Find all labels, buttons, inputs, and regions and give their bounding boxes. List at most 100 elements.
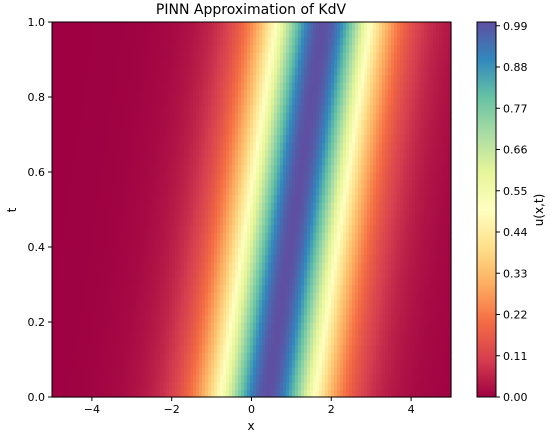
- heatmap-cell: [229, 314, 233, 323]
- heatmap-cell: [406, 314, 410, 323]
- heatmap-cell: [241, 337, 245, 346]
- heatmap-cell: [193, 112, 197, 121]
- heatmap-cell: [274, 232, 278, 241]
- heatmap-cell: [145, 187, 149, 196]
- heatmap-cell: [88, 134, 92, 143]
- heatmap-cell: [214, 187, 218, 196]
- heatmap-cell: [226, 284, 230, 293]
- heatmap-cell: [121, 119, 125, 128]
- heatmap-cell: [397, 142, 401, 151]
- heatmap-cell: [247, 292, 251, 301]
- heatmap-cell: [109, 344, 113, 353]
- heatmap-cell: [109, 382, 113, 391]
- heatmap-cell: [349, 262, 353, 271]
- heatmap-cell: [91, 382, 95, 391]
- chart-title: PINN Approximation of KdV: [156, 2, 347, 18]
- heatmap-cell: [388, 322, 392, 331]
- heatmap-cell: [58, 142, 62, 151]
- heatmap-cell: [436, 367, 440, 376]
- heatmap-cell: [205, 187, 209, 196]
- heatmap-cell: [394, 224, 398, 233]
- heatmap-cell: [205, 149, 209, 158]
- heatmap-cell: [286, 337, 290, 346]
- heatmap-cell: [154, 299, 158, 308]
- heatmap-cell: [88, 179, 92, 188]
- heatmap-cell: [358, 187, 362, 196]
- heatmap-cell: [367, 292, 371, 301]
- heatmap-cell: [118, 179, 122, 188]
- heatmap-cell: [133, 382, 137, 391]
- heatmap-cell: [406, 352, 410, 361]
- heatmap-cell: [58, 262, 62, 271]
- heatmap-cell: [118, 352, 122, 361]
- heatmap-cell: [328, 389, 332, 398]
- heatmap-cell: [124, 284, 128, 293]
- heatmap-cell: [391, 157, 395, 166]
- heatmap-cell: [322, 224, 326, 233]
- heatmap-cell: [181, 232, 185, 241]
- heatmap-cell: [151, 224, 155, 233]
- heatmap-cell: [355, 217, 359, 226]
- heatmap-cell: [415, 359, 419, 368]
- heatmap-cell: [241, 307, 245, 316]
- heatmap-cell: [130, 352, 134, 361]
- heatmap-cell: [418, 262, 422, 271]
- heatmap-cell: [409, 194, 413, 203]
- heatmap-cell: [412, 299, 416, 308]
- heatmap-cell: [397, 307, 401, 316]
- heatmap-cell: [214, 217, 218, 226]
- heatmap-cell: [121, 157, 125, 166]
- heatmap-cell: [367, 367, 371, 376]
- heatmap-cell: [184, 239, 188, 248]
- heatmap-cell: [427, 194, 431, 203]
- heatmap-cell: [187, 314, 191, 323]
- heatmap-cell: [97, 299, 101, 308]
- heatmap-cell: [409, 367, 413, 376]
- heatmap-cell: [343, 329, 347, 338]
- heatmap-cell: [64, 359, 68, 368]
- heatmap-cell: [91, 284, 95, 293]
- heatmap-cell: [397, 202, 401, 211]
- heatmap-cell: [169, 112, 173, 121]
- heatmap-cell: [262, 314, 266, 323]
- heatmap-cell: [334, 329, 338, 338]
- heatmap-cell: [64, 389, 68, 398]
- heatmap-cell: [364, 337, 368, 346]
- heatmap-cell: [169, 142, 173, 151]
- heatmap-cell: [433, 284, 437, 293]
- heatmap-cell: [76, 292, 80, 301]
- heatmap-cell: [430, 247, 434, 256]
- heatmap-cell: [178, 299, 182, 308]
- heatmap-cell: [295, 187, 299, 196]
- heatmap-cell: [112, 157, 116, 166]
- heatmap-cell: [130, 374, 134, 383]
- heatmap-cell: [421, 209, 425, 218]
- heatmap-cell: [442, 149, 446, 158]
- heatmap-cell: [316, 314, 320, 323]
- heatmap-cell: [427, 314, 431, 323]
- heatmap-cell: [361, 382, 365, 391]
- heatmap-cell: [112, 179, 116, 188]
- heatmap-cell: [367, 142, 371, 151]
- heatmap-cell: [76, 239, 80, 248]
- heatmap-cell: [277, 172, 281, 181]
- heatmap-cell: [415, 292, 419, 301]
- heatmap-cell: [286, 269, 290, 278]
- heatmap-cell: [310, 367, 314, 376]
- heatmap-cell: [58, 307, 62, 316]
- heatmap-cell: [247, 202, 251, 211]
- heatmap-cell: [145, 247, 149, 256]
- heatmap-cell: [205, 337, 209, 346]
- heatmap-cell: [250, 247, 254, 256]
- heatmap-cell: [235, 299, 239, 308]
- heatmap-cell: [199, 119, 203, 128]
- heatmap-cell: [256, 284, 260, 293]
- heatmap-cell: [448, 389, 452, 398]
- heatmap-cell: [220, 194, 224, 203]
- heatmap-cell: [361, 314, 365, 323]
- heatmap-cell: [328, 307, 332, 316]
- heatmap-cell: [307, 239, 311, 248]
- heatmap-cell: [385, 329, 389, 338]
- heatmap-cell: [274, 164, 278, 173]
- heatmap-cell: [367, 352, 371, 361]
